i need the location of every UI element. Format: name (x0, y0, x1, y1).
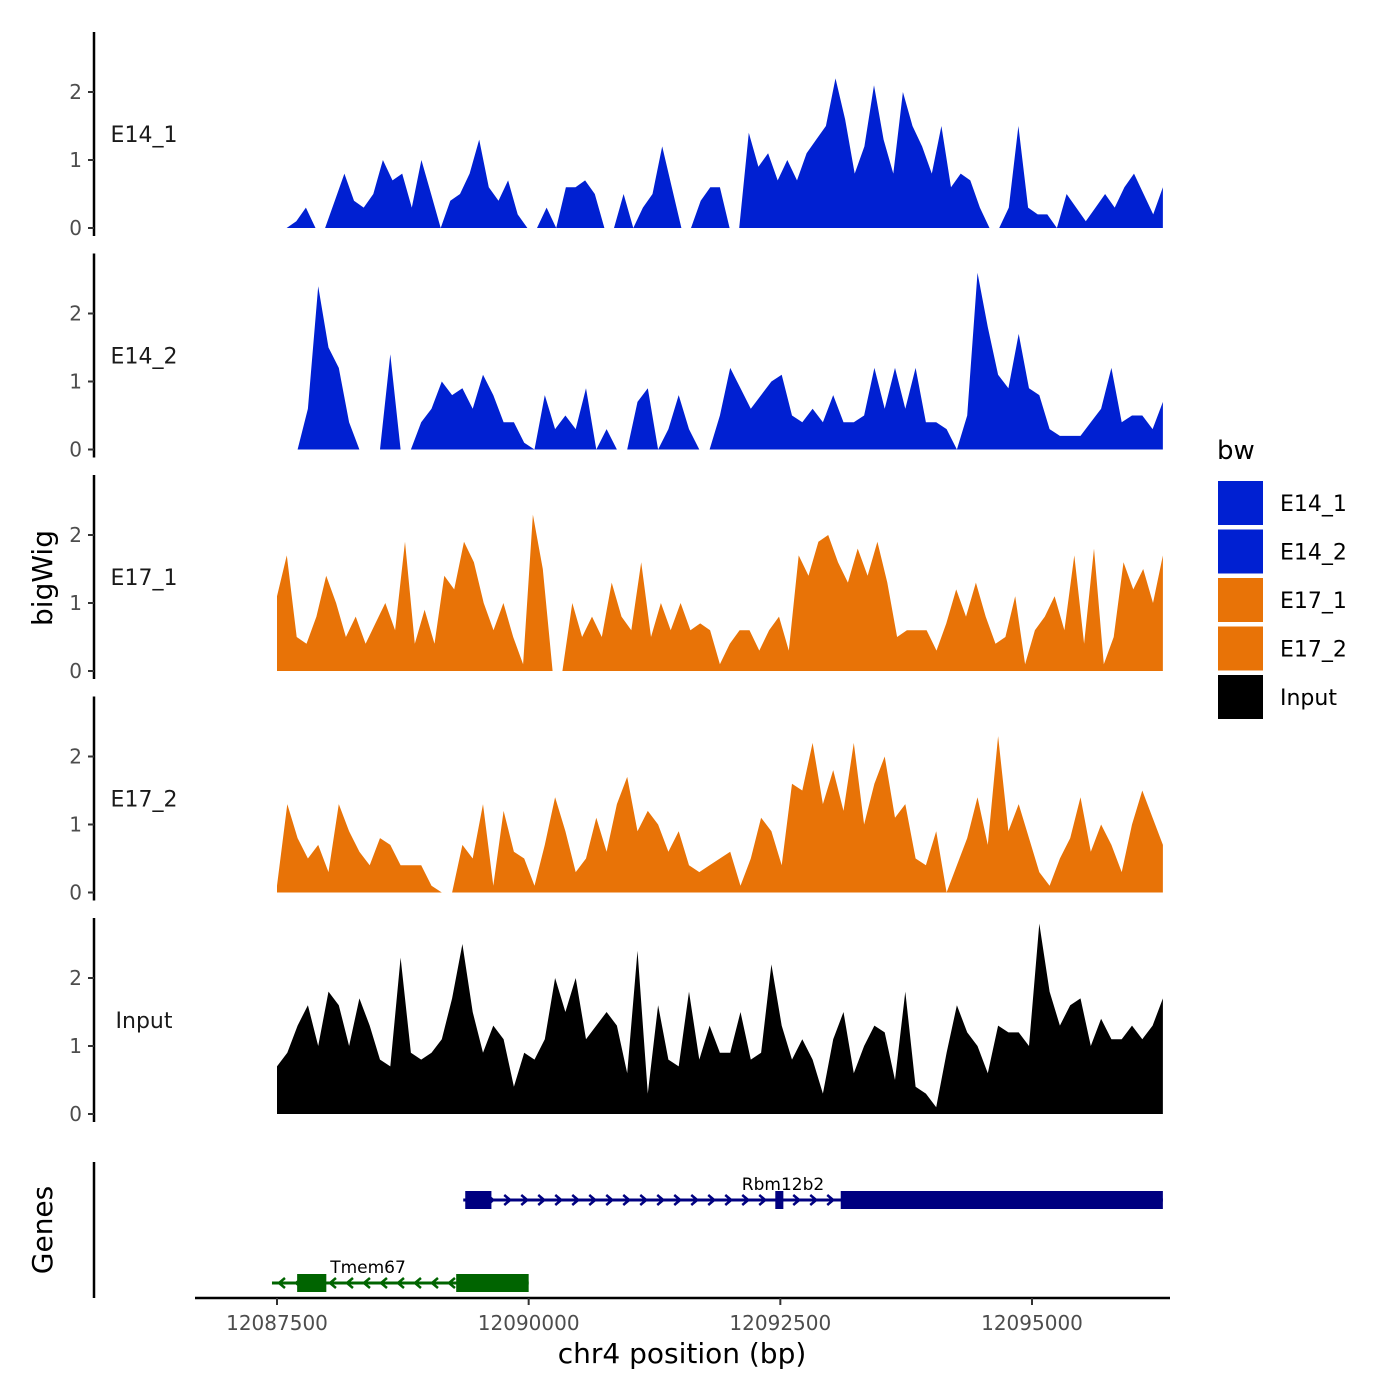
y-tick-label: 2 (69, 80, 82, 104)
signal-panels: 0 1 2 E14_1 0 1 2 E14_2 0 1 2 E17_1 0 1 2 E17_2 0 1 2 Input (69, 32, 1163, 1126)
legend-key-Input (1218, 675, 1263, 719)
legend-label: E17_2 (1280, 638, 1347, 663)
legend-label: E14_2 (1280, 541, 1347, 566)
gene-exon (456, 1274, 529, 1292)
strand-chevron (328, 1277, 337, 1289)
panel-E17_2: 0 1 2 E17_2 (69, 696, 1163, 905)
strand-chevron (656, 1194, 666, 1206)
y-tick-label: 1 (69, 591, 82, 615)
strand-chevron (741, 1194, 751, 1206)
y-tick-label: 1 (69, 813, 82, 837)
y-tick-label: 0 (69, 438, 82, 462)
gene-label: Tmem67 (329, 1258, 406, 1278)
strand-chevron (724, 1194, 734, 1206)
y-tick-label: 2 (69, 302, 82, 326)
strand-chevron (707, 1194, 717, 1206)
strand-chevron (588, 1194, 598, 1206)
panel-E17_1: 0 1 2 E17_1 (69, 475, 1163, 683)
legend-key-E14_1 (1218, 481, 1263, 525)
area-Input (277, 923, 1163, 1114)
x-tick-label: 12087500 (226, 1311, 328, 1335)
gene-exon (465, 1191, 492, 1209)
legend-label: E14_1 (1280, 492, 1347, 517)
area-E14_1 (277, 78, 1163, 229)
panel-E14_2: 0 1 2 E14_2 (69, 253, 1163, 462)
strand-chevron (622, 1194, 632, 1206)
x-tick-label: 12095000 (981, 1311, 1083, 1335)
gene-exon (840, 1191, 1163, 1209)
x-tick-label: 12090000 (478, 1311, 580, 1335)
strand-chevron (447, 1277, 456, 1289)
gene-Rbm12b2: Rbm12b2 (463, 1175, 1163, 1209)
y-tick-label: 2 (69, 523, 82, 547)
panel-label: E17_1 (111, 566, 178, 591)
y-tick-label: 1 (69, 148, 82, 172)
gene-exon (775, 1191, 784, 1209)
x-tick-label: 12092500 (729, 1311, 831, 1335)
strand-chevron (362, 1277, 371, 1289)
strand-chevron (605, 1194, 615, 1206)
strand-chevron (413, 1277, 422, 1289)
panel-label: E17_2 (111, 788, 178, 813)
strand-chevron (554, 1194, 564, 1206)
y-tick-label: 2 (69, 745, 82, 769)
strand-chevron (430, 1277, 439, 1289)
strand-chevron (809, 1194, 819, 1206)
legend-key-E17_2 (1218, 626, 1263, 671)
genes-panel: Rbm12b2 Tmem67 (92, 1162, 1163, 1298)
strand-chevron (826, 1194, 836, 1206)
area-E14_2 (277, 272, 1163, 450)
strand-chevron (690, 1194, 700, 1206)
strand-chevron (673, 1194, 683, 1206)
panel-label: E14_2 (111, 345, 178, 370)
legend-title: bw (1217, 436, 1255, 466)
strand-chevron (792, 1194, 802, 1206)
strand-chevron (379, 1277, 388, 1289)
x-axis-title: chr4 position (bp) (558, 1337, 807, 1370)
strand-chevron (758, 1194, 768, 1206)
panel-Input: 0 1 2 Input (69, 918, 1163, 1126)
strand-chevron (571, 1194, 581, 1206)
gene-exon (297, 1274, 327, 1292)
legend-key-E14_2 (1218, 529, 1263, 574)
strand-chevron (277, 1277, 286, 1289)
panel-label: E14_1 (111, 123, 178, 148)
x-axis: 12087500 12090000 12092500 12095000 (195, 1296, 1170, 1335)
gene-Tmem67: Tmem67 (271, 1258, 529, 1292)
strand-chevron (639, 1194, 649, 1206)
panel-label: Input (116, 1009, 173, 1034)
legend: bw E14_1 E14_2 E17_1 E17_2 Input (1217, 436, 1347, 719)
y-tick-label: 0 (69, 659, 82, 683)
strand-chevron (537, 1194, 547, 1206)
y-tick-label: 0 (69, 881, 82, 905)
y-tick-label: 0 (69, 216, 82, 240)
area-E17_2 (277, 736, 1163, 893)
legend-key-E17_1 (1218, 578, 1263, 622)
gene-label: Rbm12b2 (742, 1175, 824, 1195)
strand-chevron (503, 1194, 513, 1206)
strand-chevron (345, 1277, 354, 1289)
y-tick-label: 0 (69, 1102, 82, 1126)
legend-label: Input (1280, 686, 1337, 711)
y-tick-label: 1 (69, 1034, 82, 1058)
y-tick-label: 2 (69, 966, 82, 990)
legend-label: E17_1 (1280, 589, 1347, 614)
y-tick-label: 1 (69, 370, 82, 394)
y-axis-title: bigWig (26, 530, 59, 626)
strand-chevron (520, 1194, 530, 1206)
area-E17_1 (277, 514, 1163, 671)
genes-axis-title: Genes (26, 1186, 59, 1274)
panel-E14_1: 0 1 2 E14_1 (69, 32, 1163, 240)
strand-chevron (396, 1277, 405, 1289)
